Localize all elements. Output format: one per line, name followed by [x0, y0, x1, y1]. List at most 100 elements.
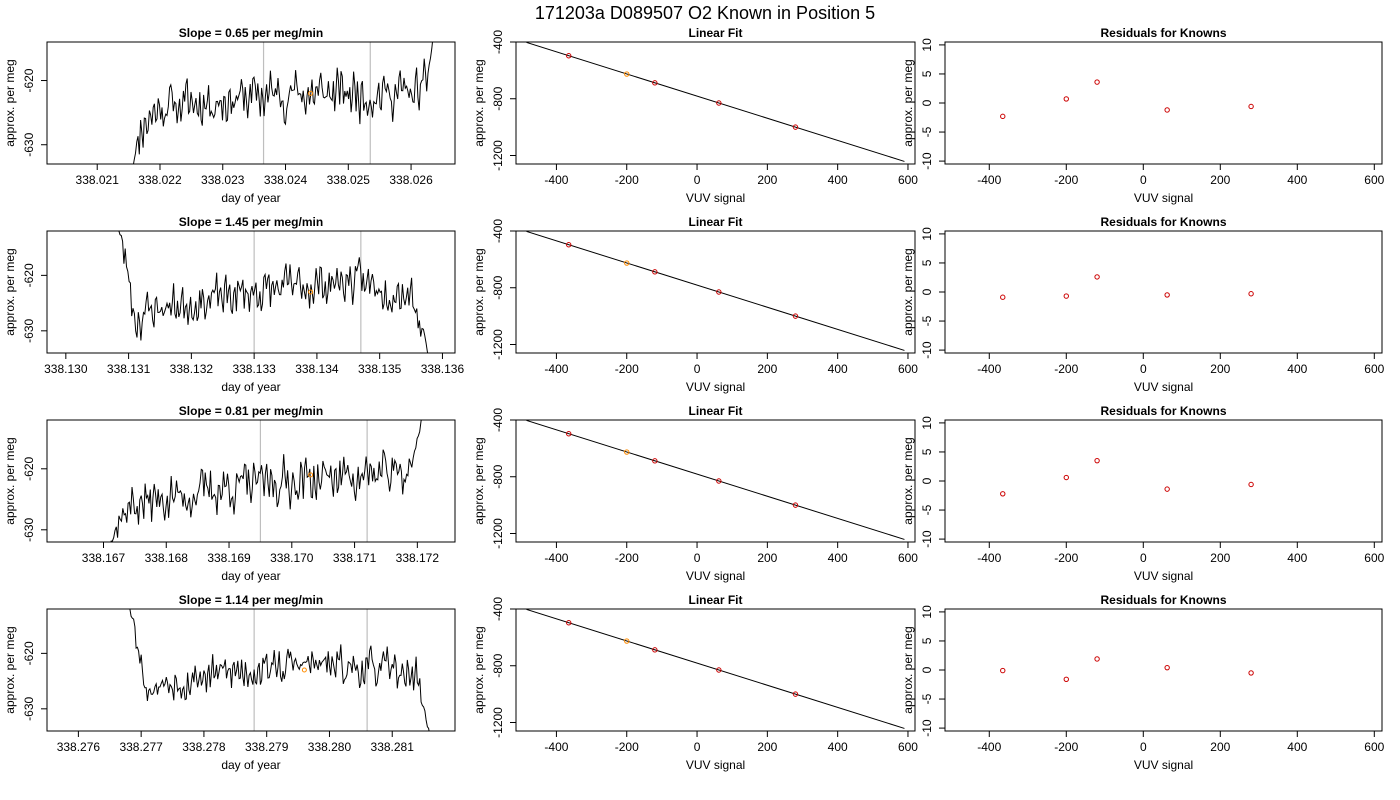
panel-r0-c1: Linear Fit -400 -200 0 200 400 600 VUV signal -4… [472, 26, 918, 205]
known-point [566, 431, 572, 437]
x-tick-label: -400 [544, 173, 568, 187]
y-tick-label: -1200 [491, 518, 505, 549]
x-tick-label: 338.278 [182, 740, 226, 754]
x-axis-label: VUV signal [1134, 191, 1193, 205]
x-tick-label: 400 [828, 362, 848, 376]
plot-frame [515, 230, 916, 354]
x-tick-label: 0 [694, 740, 701, 754]
panel-title: Slope = 0.65 per meg/min [179, 26, 323, 40]
y-axis-label: approx. per meg [901, 437, 915, 524]
panel-data [526, 42, 905, 162]
y-tick-label: 10 [920, 605, 934, 619]
panel-r1-c1: Linear Fit -400 -200 0 200 400 600 VUV signal -4… [472, 215, 918, 394]
x-tick-label: 338.134 [295, 362, 339, 376]
panel-data [110, 420, 422, 542]
known-point [652, 647, 658, 653]
fit-line [526, 231, 905, 351]
y-tick-label: -800 [491, 86, 505, 110]
x-tick-label: 338.023 [201, 173, 245, 187]
x-tick-label: 0 [694, 551, 701, 565]
y-tick-label: -10 [920, 530, 934, 548]
x-tick-label: 400 [1287, 362, 1307, 376]
x-tick-label: -400 [544, 551, 568, 565]
known-point [624, 71, 630, 77]
current-sample-marker [308, 90, 314, 96]
known-point [624, 260, 630, 266]
panel-title: Residuals for Knowns [1100, 404, 1226, 418]
y-tick-label: -1200 [491, 707, 505, 738]
plot-frame [944, 41, 1383, 165]
y-tick-label: 10 [920, 38, 934, 52]
panel-r0-c0: Slope = 0.65 per meg/min 338.021 338.022 33… [3, 26, 456, 205]
y-tick-label: -5 [920, 126, 934, 137]
y-tick-label: 5 [920, 259, 934, 266]
panel-r2-c0: Slope = 0.81 per meg/min 338.167 338.168 33… [3, 404, 456, 583]
y-tick-label: 0 [920, 99, 934, 106]
x-tick-label: 338.131 [107, 362, 151, 376]
known-point [716, 667, 722, 673]
residual-point [1248, 291, 1254, 297]
residual-point [1248, 103, 1254, 110]
known-point [652, 269, 658, 275]
panel-r2-c1: Linear Fit -400 -200 0 200 400 600 VUV signal -4… [472, 404, 918, 583]
plot-frame [46, 419, 456, 543]
current-sample-marker [301, 667, 307, 673]
residual-point [1094, 79, 1100, 85]
residual-point [1000, 294, 1006, 300]
x-tick-label: -400 [977, 362, 1001, 376]
y-tick-label: 5 [920, 70, 934, 77]
x-tick-label: 400 [828, 551, 848, 565]
y-tick-label: 5 [920, 448, 934, 455]
panels-container: Slope = 0.65 per meg/min 338.021 338.022 33… [3, 26, 1385, 772]
y-axis-label: approx. per meg [472, 626, 486, 713]
y-tick-label: -1200 [491, 140, 505, 171]
panel-r0-c2: Residuals for Knowns -400 -200 0 200 400 600 VU… [901, 26, 1385, 205]
x-tick-label: 600 [1364, 173, 1384, 187]
panel-title: Linear Fit [688, 215, 742, 229]
known-point [792, 313, 799, 319]
y-tick-label: -10 [920, 719, 934, 737]
x-tick-label: 0 [1140, 173, 1147, 187]
known-point [566, 53, 572, 59]
x-tick-label: 338.279 [245, 740, 289, 754]
x-axis-label: day of year [221, 758, 280, 772]
panel-r1-c0: Slope = 1.45 per meg/min 338.130 338.131 33… [3, 215, 464, 394]
x-tick-label: 338.276 [57, 740, 101, 754]
x-axis-label: day of year [221, 569, 280, 583]
residual-point [1094, 457, 1100, 464]
x-tick-label: 400 [828, 740, 848, 754]
plot-frame [515, 608, 916, 732]
panel-title: Slope = 0.81 per meg/min [179, 404, 323, 418]
known-point [652, 458, 658, 464]
x-tick-label: 200 [757, 362, 777, 376]
x-tick-label: -200 [1054, 551, 1078, 565]
y-tick-label: -800 [491, 464, 505, 488]
x-tick-label: 0 [694, 173, 701, 187]
x-tick-label: 338.136 [421, 362, 465, 376]
y-tick-label: 10 [920, 227, 934, 241]
residual-point [1164, 486, 1170, 492]
x-tick-label: 338.025 [327, 173, 371, 187]
y-tick-label: -1200 [491, 329, 505, 360]
y-tick-label: -400 [491, 408, 505, 432]
panel-data [129, 609, 430, 731]
x-tick-label: 338.130 [44, 362, 88, 376]
y-axis-label: approx. per meg [472, 248, 486, 335]
y-tick-label: 0 [920, 477, 934, 484]
x-tick-label: 600 [1364, 551, 1384, 565]
residual-point [1063, 676, 1069, 682]
known-point [792, 691, 799, 697]
current-sample-marker [308, 289, 314, 295]
residual-point [1000, 113, 1006, 120]
x-tick-label: 0 [1140, 740, 1147, 754]
x-tick-label: 400 [1287, 551, 1307, 565]
panel-data [1000, 79, 1254, 120]
panel-r1-c2: Residuals for Knowns -400 -200 0 200 400 600 VU… [901, 215, 1385, 394]
x-axis-label: VUV signal [686, 758, 745, 772]
signal-trace [132, 42, 433, 164]
x-tick-label: 200 [1210, 362, 1230, 376]
x-tick-label: 0 [1140, 362, 1147, 376]
x-tick-label: 0 [1140, 551, 1147, 565]
residual-point [1000, 667, 1006, 674]
